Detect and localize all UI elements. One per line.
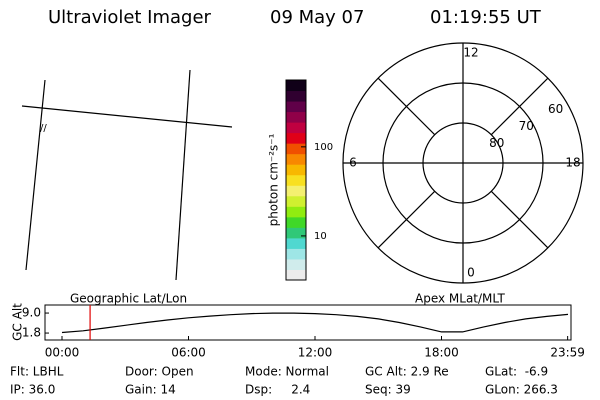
left-label: Geographic Lat/Lon [70, 292, 187, 306]
info-field: IP: 36.0 [10, 383, 55, 397]
colorbar-band [286, 122, 306, 134]
colorbar-band [286, 216, 306, 228]
info-field: Flt: LBHL [10, 365, 64, 379]
right-label: Apex MLat/MLT [415, 292, 505, 306]
colorbar-band [286, 258, 306, 270]
colorbar-band [286, 237, 306, 249]
altitude-plot: Geographic Lat/Lon Apex MLat/MLT GC Alt9.0… [11, 292, 585, 360]
info-field: Dsp: 2.4 [245, 383, 310, 397]
colorbar-band [286, 153, 306, 165]
colorbar-band [286, 143, 306, 155]
colorbar: 10 100 photon cm⁻²s⁻¹ [267, 79, 333, 281]
map-label: // [40, 123, 47, 134]
x-tick-label: 18:00 [424, 346, 459, 360]
colorbar-band [286, 90, 306, 102]
colorbar-band [286, 185, 306, 197]
plot-frame [44, 304, 572, 341]
colorbar-band [286, 269, 306, 281]
map-lines [21, 69, 233, 281]
lat-label: 60 [548, 102, 563, 116]
colorbar-label: photon cm⁻²s⁻¹ [267, 133, 281, 226]
colorbar-tick-label: 10 [314, 231, 327, 242]
colorbar-band [286, 206, 306, 218]
diagonal [490, 77, 549, 136]
date: 09 May 07 [270, 7, 364, 28]
info-field: Gain: 14 [125, 383, 176, 397]
map-line [25, 79, 46, 271]
colorbar-band [286, 164, 306, 176]
instrument-title: Ultraviolet Imager [48, 7, 212, 28]
y-axis-label: GC Alt [11, 303, 25, 341]
colorbar-band [286, 80, 306, 92]
colorbar-band [286, 101, 306, 113]
colorbar-tick-label: 100 [314, 142, 333, 153]
info-field: GLat: -6.9 [485, 365, 548, 379]
info-panel: Flt: LBHL Door: Open Mode: Normal GC Alt: 2… [10, 365, 558, 397]
colorbar-band [286, 195, 306, 207]
info-field: GC Alt: 2.9 Re [365, 365, 449, 379]
colorbar-band [286, 132, 306, 144]
x-tick-label: 12:00 [298, 346, 333, 360]
altitude-line [61, 312, 569, 334]
time: 01:19:55 UT [430, 7, 542, 28]
diagonal [377, 77, 436, 136]
x-tick-label: 06:00 [171, 346, 206, 360]
mlt-label: 6 [349, 156, 357, 170]
colorbar-band [286, 111, 306, 123]
diagonal [490, 190, 549, 249]
colorbar-band [286, 174, 306, 186]
y-tick-label: 9.0 [22, 306, 41, 320]
polar-plot: 80 70 60 12 18 0 6 [342, 42, 584, 284]
info-field: GLon: 266.3 [485, 383, 558, 397]
mlt-label: 18 [565, 156, 580, 170]
info-field: Mode: Normal [245, 365, 329, 379]
diagonal [377, 190, 436, 249]
mlt-label: 0 [467, 266, 475, 280]
x-tick-label: 23:59 [550, 346, 585, 360]
lat-label: 80 [489, 136, 504, 150]
map-line [175, 69, 191, 281]
colorbar-band [286, 227, 306, 239]
info-field: Door: Open [125, 365, 194, 379]
mlt-label: 12 [463, 46, 478, 60]
colorbar-band [286, 248, 306, 260]
map-line [21, 105, 233, 128]
colorbar-frame [285, 79, 307, 281]
info-field: Seq: 39 [365, 383, 411, 397]
x-tick-label: 00:00 [45, 346, 80, 360]
lat-label: 70 [519, 119, 534, 133]
y-tick-label: 1.8 [22, 326, 41, 340]
